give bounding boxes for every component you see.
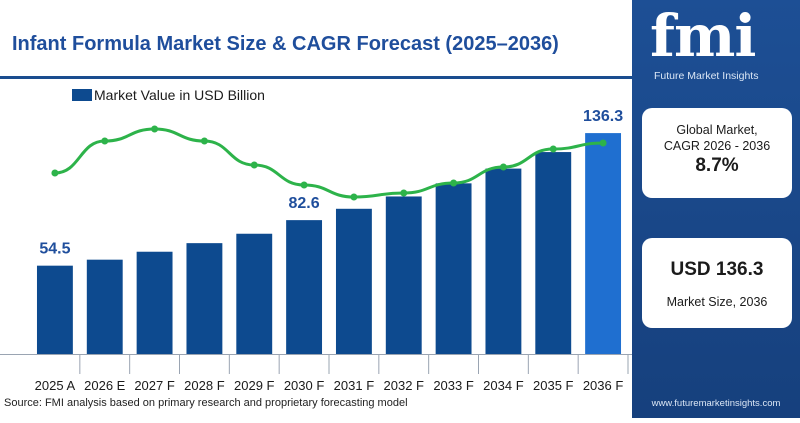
growth-line-point xyxy=(151,125,159,133)
growth-line-point xyxy=(450,179,458,187)
brand-name: Future Market Insights xyxy=(654,70,759,82)
data-label: 54.5 xyxy=(39,241,70,258)
market-size-card: USD 136.3 Market Size, 2036 xyxy=(642,238,792,328)
bar-2029-f xyxy=(236,233,273,354)
growth-line xyxy=(51,125,607,201)
bar-2034-f xyxy=(485,168,522,354)
x-tick-label: 2031 F xyxy=(334,378,375,393)
bar-2028-f xyxy=(186,243,223,354)
bar-2027-f xyxy=(136,251,173,354)
growth-line-point xyxy=(350,193,358,201)
x-tick-label: 2035 F xyxy=(533,378,574,393)
growth-line-point xyxy=(499,163,507,171)
title-bar: Infant Formula Market Size & CAGR Foreca… xyxy=(0,0,632,79)
logo-mark: fmi xyxy=(650,2,756,70)
x-tick-label: 2025 A xyxy=(35,378,76,393)
x-tick-label: 2034 F xyxy=(483,378,524,393)
x-tick-label: 2036 F xyxy=(583,378,624,393)
growth-line-path xyxy=(54,127,604,199)
legend-swatch xyxy=(72,89,92,101)
legend-label: Market Value in USD Billion xyxy=(94,87,265,103)
bar-2031-f xyxy=(335,208,372,354)
chart-title: Infant Formula Market Size & CAGR Foreca… xyxy=(12,33,559,55)
data-label: 82.6 xyxy=(289,195,320,212)
bar-2030-f xyxy=(286,220,323,354)
bar-2026-e xyxy=(86,259,123,354)
brand-logo: fmi Future Market Insights xyxy=(632,0,800,95)
growth-line-point xyxy=(51,169,59,177)
cagr-line-2: CAGR 2026 - 2036 xyxy=(663,139,771,153)
website-link[interactable]: www.futuremarketinsights.com xyxy=(651,398,781,409)
data-label-bg xyxy=(284,192,325,215)
bar-2032-f xyxy=(385,196,422,354)
title-divider xyxy=(0,76,632,79)
x-tick-label: 2030 F xyxy=(284,378,325,393)
data-label: 136.3 xyxy=(583,108,623,125)
cagr-card: Global Market, CAGR 2026 - 2036 8.7% xyxy=(642,108,792,198)
side-panel: fmi Future Market Insights Global Market… xyxy=(632,0,800,418)
legend: Market Value in USD Billion xyxy=(72,87,265,103)
bar-2033-f xyxy=(435,183,472,354)
growth-line-point xyxy=(101,137,109,145)
cagr-line-1: Global Market, xyxy=(676,123,758,137)
bar-chart: Market Value in USD Billion 2025 A 2026 E… xyxy=(0,87,632,393)
bar-2035-f xyxy=(535,152,572,354)
bars xyxy=(36,133,622,354)
x-tick-label: 2033 F xyxy=(433,378,474,393)
x-tick-label: 2027 F xyxy=(134,378,175,393)
growth-line-point xyxy=(400,189,408,197)
source-note: Source: FMI analysis based on primary re… xyxy=(4,397,408,409)
x-tick-label: 2029 F xyxy=(234,378,275,393)
bar-2036-f xyxy=(585,133,622,354)
x-tick-label: 2028 F xyxy=(184,378,225,393)
growth-line-point xyxy=(200,137,208,145)
x-tick-label: 2026 E xyxy=(84,378,126,393)
growth-line-point xyxy=(300,181,308,189)
x-tick-label: 2032 F xyxy=(384,378,425,393)
data-label-bg xyxy=(583,105,624,128)
market-size-caption: Market Size, 2036 xyxy=(666,295,768,309)
growth-line-point xyxy=(250,161,258,169)
data-label-bg xyxy=(34,237,75,260)
chart-area: Market Value in USD Billion 2025 A 2026 E… xyxy=(0,79,632,418)
data-labels: 54.5 82.6 136.3 xyxy=(34,105,624,260)
x-axis-ticks: 2025 A 2026 E 2027 F 2028 F 2029 F 2030 F 2031… xyxy=(0,354,632,393)
bar-2025-a xyxy=(36,265,73,354)
cagr-value: 8.7% xyxy=(695,155,739,176)
growth-line-point xyxy=(549,145,557,153)
growth-line-point xyxy=(599,139,607,147)
market-size-value: USD 136.3 xyxy=(670,259,764,280)
